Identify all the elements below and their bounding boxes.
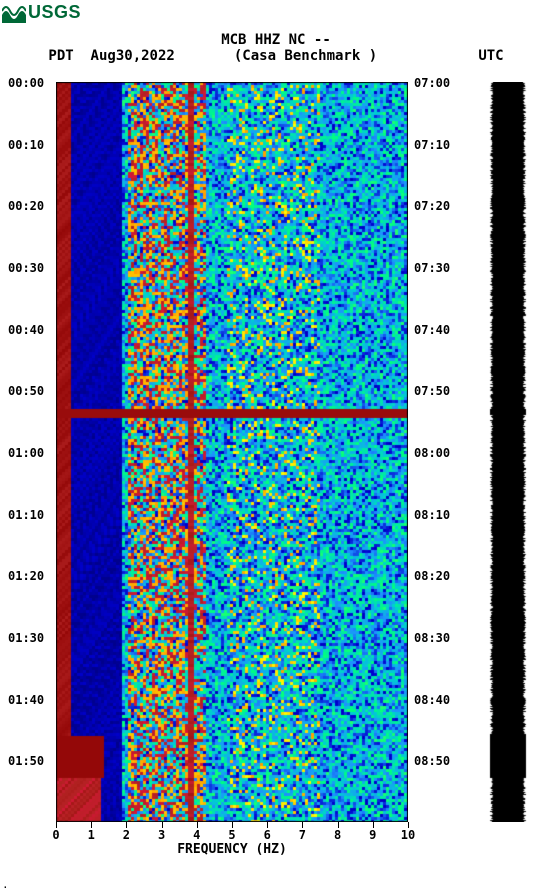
time-left-label: 01:30 [8,631,44,645]
x-tick-label: 6 [264,828,271,842]
time-right-label: 08:00 [414,446,450,460]
frequency-axis-label: FREQUENCY (HZ) [56,842,408,857]
time-left-label: 01:00 [8,446,44,460]
time-right-label: 08:50 [414,754,450,768]
time-right-label: 08:40 [414,693,450,707]
time-left-label: 00:30 [8,261,44,275]
time-right-label: 07:00 [414,76,450,90]
wave-icon [2,3,26,23]
time-left-label: 01:50 [8,754,44,768]
waveform-area [472,82,544,822]
spectrogram-area [56,82,408,822]
footnote: . [2,878,9,891]
x-tick-label: 8 [334,828,341,842]
time-left-label: 00:20 [8,199,44,213]
time-right-label: 07:20 [414,199,450,213]
time-left-label: 01:20 [8,569,44,583]
time-left-label: 00:10 [8,138,44,152]
chart-header: MCB HHZ NC -- PDT Aug30,2022 (Casa Bench… [0,32,552,64]
time-right-label: 07:30 [414,261,450,275]
time-right-label: 08:10 [414,508,450,522]
logo-text: USGS [28,2,81,23]
header-date: Aug30,2022 [91,48,175,64]
x-tick-label: 7 [299,828,306,842]
time-left-label: 00:50 [8,384,44,398]
time-right-label: 07:40 [414,323,450,337]
time-right-label: 07:50 [414,384,450,398]
tz-left: PDT [48,48,73,64]
time-right-label: 08:20 [414,569,450,583]
spectrogram-canvas [56,82,408,822]
x-tick-label: 10 [401,828,415,842]
x-tick-label: 3 [158,828,165,842]
header-line2: PDT Aug30,2022 (Casa Benchmark ) UTC [0,48,552,64]
x-tick-label: 1 [88,828,95,842]
x-tick-label: 9 [369,828,376,842]
tz-right: UTC [478,48,503,64]
time-left-label: 01:40 [8,693,44,707]
x-tick-label: 5 [228,828,235,842]
header-line1: MCB HHZ NC -- [0,32,552,48]
x-tick-label: 2 [123,828,130,842]
time-right-label: 07:10 [414,138,450,152]
time-left-label: 00:40 [8,323,44,337]
waveform-canvas [472,82,544,822]
time-left-label: 01:10 [8,508,44,522]
x-tick-label: 0 [52,828,59,842]
usgs-logo: USGS [2,2,81,23]
header-station: (Casa Benchmark ) [234,48,377,64]
x-tick-label: 4 [193,828,200,842]
time-left-label: 00:00 [8,76,44,90]
time-right-label: 08:30 [414,631,450,645]
